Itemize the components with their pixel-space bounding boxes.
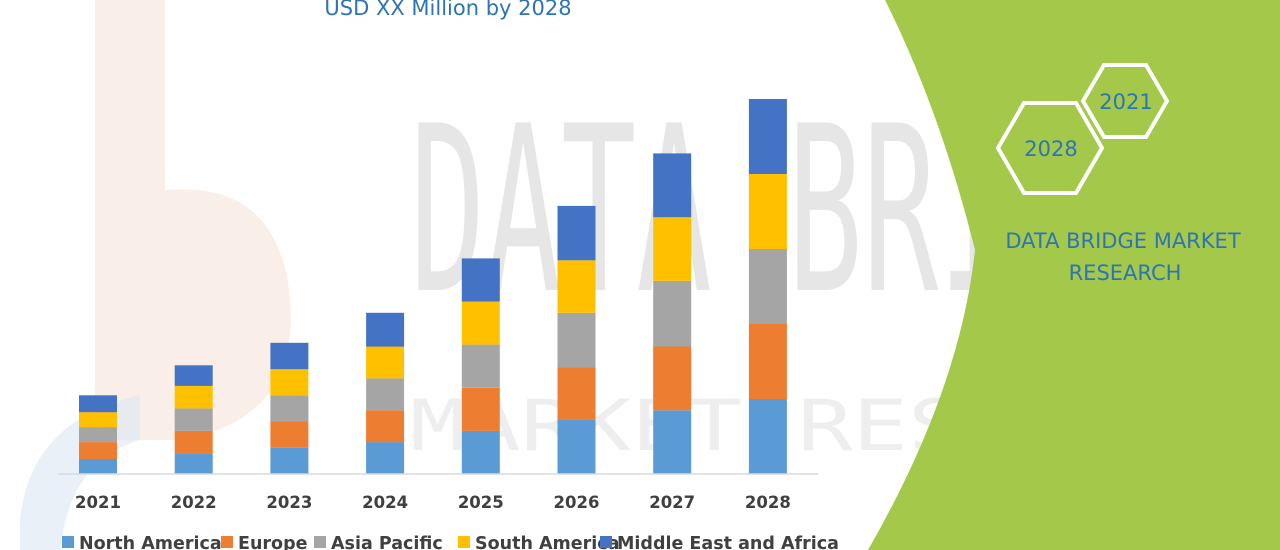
legend-label: Europe	[238, 534, 308, 550]
bar-segment-south-america-2028	[748, 174, 787, 249]
x-tick-label: 2027	[649, 493, 695, 512]
x-tick-label: 2026	[554, 493, 600, 512]
legend-swatch	[458, 536, 470, 548]
bar-segment-europe-2025	[461, 387, 500, 431]
legend: North America Europe Asia Pacific South Ame…	[62, 534, 839, 550]
bar-segment-europe-2026	[557, 367, 596, 420]
legend-label: Asia Pacific	[331, 534, 443, 550]
bar-segment-asia-pacific-2022	[174, 408, 213, 431]
bar-segment-south-america-2025	[461, 301, 500, 345]
hex-badge-2028: 2028	[995, 101, 1105, 195]
bar-segment-south-america-2027	[653, 217, 692, 281]
bar-segment-middle-east-and-africa-2021	[79, 395, 117, 413]
bar-segment-south-america-2024	[366, 346, 405, 379]
legend-swatch	[600, 536, 612, 548]
bar-segment-north-america-2024	[366, 442, 405, 474]
bar-segment-europe-2022	[174, 430, 213, 454]
legend-swatch	[221, 536, 233, 548]
bar-segment-south-america-2026	[557, 260, 596, 313]
bar-segment-south-america-2023	[270, 369, 309, 396]
legend-swatch	[314, 536, 326, 548]
bar-segment-europe-2021	[79, 442, 117, 459]
legend-label: North America	[79, 534, 222, 550]
bar-segment-asia-pacific-2027	[653, 280, 692, 347]
chart-title: USD XX Million by 2028	[324, 0, 571, 20]
legend-swatch	[62, 536, 74, 548]
bar-plot	[79, 99, 787, 475]
hex-year-label: 2028	[1024, 137, 1077, 161]
bar-segment-asia-pacific-2023	[270, 395, 309, 422]
brand-name-line1: DATA BRIDGE MARKET	[1005, 229, 1240, 253]
bar-segment-north-america-2023	[270, 447, 309, 475]
bar-segment-middle-east-and-africa-2024	[366, 312, 405, 347]
bar-segment-middle-east-and-africa-2026	[557, 205, 596, 261]
bar-segment-middle-east-and-africa-2022	[174, 365, 213, 386]
bar-segment-europe-2023	[270, 421, 309, 448]
bar-segment-middle-east-and-africa-2027	[653, 153, 692, 218]
bar-segment-middle-east-and-africa-2028	[748, 99, 787, 174]
bar-segment-north-america-2026	[557, 419, 596, 474]
bar-segment-north-america-2021	[79, 459, 117, 474]
x-tick-label: 2025	[458, 493, 504, 512]
x-tick-label: 2024	[362, 493, 408, 512]
bar-segment-europe-2024	[366, 410, 405, 443]
bar-segment-middle-east-and-africa-2025	[461, 258, 500, 302]
hexagon-outline-icon	[1080, 63, 1170, 139]
bar-segment-europe-2027	[653, 346, 692, 411]
bar-segment-asia-pacific-2026	[557, 312, 596, 368]
x-tick-labels: 2021 2022 2023 2024 2025 2026 2027 2028	[75, 493, 791, 512]
x-tick-label: 2022	[171, 493, 217, 512]
bar-segment-north-america-2025	[461, 430, 500, 474]
legend-label: South America	[475, 534, 619, 550]
bar-segment-north-america-2027	[653, 410, 692, 475]
bar-segment-asia-pacific-2024	[366, 378, 405, 411]
bar-segment-europe-2028	[748, 324, 787, 399]
hexagon-outline-icon	[995, 101, 1105, 195]
x-tick-label: 2023	[266, 493, 312, 512]
brand-name-line2: RESEARCH	[1069, 261, 1182, 285]
legend-label: Middle East and Africa	[617, 534, 839, 550]
hex-year-label: 2021	[1099, 90, 1152, 114]
x-tick-label: 2021	[75, 493, 121, 512]
brand-panel	[868, 0, 1280, 550]
bar-segment-south-america-2021	[79, 412, 117, 428]
bar-segment-asia-pacific-2028	[748, 249, 787, 324]
hex-badge-2021: 2021	[1080, 63, 1170, 139]
x-tick-label: 2028	[745, 493, 791, 512]
bar-segment-asia-pacific-2021	[79, 427, 117, 443]
bar-segment-asia-pacific-2025	[461, 344, 500, 388]
watermark-logo-shape	[95, 0, 291, 440]
bar-segment-middle-east-and-africa-2023	[270, 342, 309, 370]
bar-segment-north-america-2028	[748, 399, 787, 474]
bar-segment-south-america-2022	[174, 385, 213, 409]
bar-segment-north-america-2022	[174, 453, 213, 474]
